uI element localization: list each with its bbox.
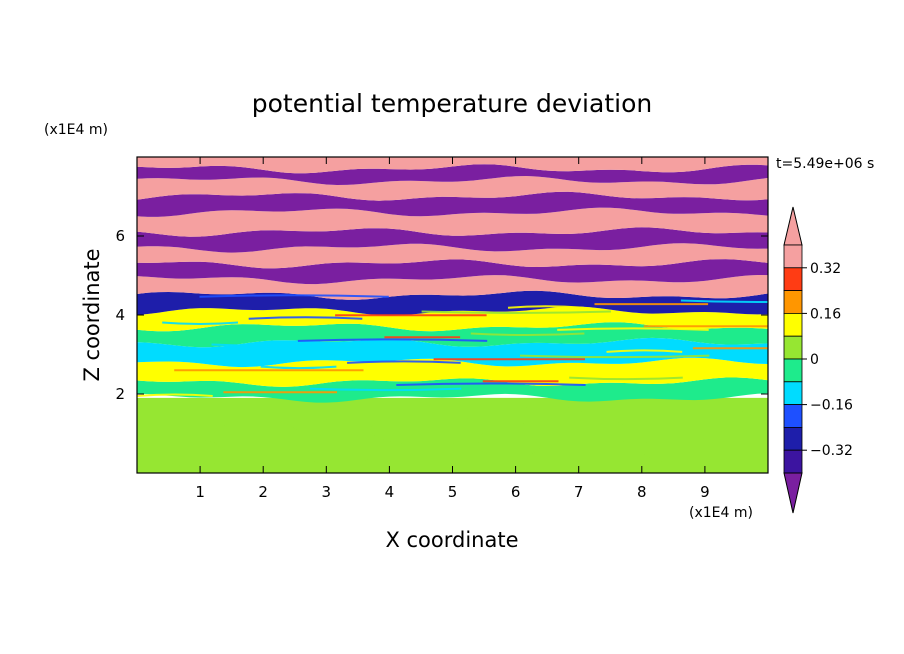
- colorbar-tick-label: 0: [810, 352, 819, 368]
- contour-band: [137, 157, 768, 174]
- contour-patch: [477, 433, 541, 458]
- contour-streak: [347, 360, 461, 364]
- contour-streak: [162, 321, 239, 325]
- contour-band: [137, 243, 768, 269]
- contour-streak: [569, 376, 683, 381]
- x-tick-label: 4: [385, 483, 395, 501]
- contour-patch: [370, 413, 485, 446]
- contour-band: [137, 176, 768, 201]
- colorbar-segment: [783, 290, 803, 314]
- contour-streak: [309, 387, 462, 392]
- contour-band: [137, 207, 768, 237]
- contour-band: [137, 191, 768, 217]
- contour-streak: [519, 354, 710, 359]
- contour-streak: [655, 371, 768, 375]
- contour-band: [137, 275, 768, 300]
- colorbar-segment: [783, 449, 803, 474]
- contour-streak: [557, 327, 709, 331]
- contour-patch: [704, 409, 756, 434]
- y-unit-label: (x1E4 m): [44, 122, 108, 138]
- contour-patch: [162, 439, 226, 468]
- x-tick-label: 3: [322, 483, 332, 501]
- x-tick-label: 5: [448, 483, 458, 501]
- colorbar-tick-label: 0.16: [810, 306, 841, 322]
- x-axis-label: X coordinate: [385, 528, 518, 552]
- colorbar-segment: [783, 358, 803, 383]
- colorbar-segment: [783, 312, 803, 337]
- contour-band: [137, 259, 768, 285]
- x-tick-label: 7: [574, 483, 584, 501]
- contour-band: [137, 306, 768, 332]
- y-tick-label: 2: [115, 385, 125, 403]
- contour-band: [137, 227, 768, 253]
- contour-patch: [301, 433, 377, 466]
- colorbar-extend-low: [783, 472, 803, 514]
- time-label: t=5.49e+06 s: [776, 156, 874, 172]
- chart-title: potential temperature deviation: [252, 89, 652, 118]
- contour-streak: [507, 305, 584, 309]
- y-tick-label: 6: [115, 227, 125, 245]
- contour-band: [137, 290, 768, 316]
- contour-band: [137, 377, 768, 403]
- contour-streak: [680, 299, 768, 303]
- x-unit-label: (x1E4 m): [689, 505, 753, 521]
- contour-patch: [269, 403, 333, 424]
- contour-streak: [606, 349, 683, 353]
- contour-streak: [396, 382, 586, 386]
- colorbar-tick-label: −0.16: [810, 398, 853, 414]
- contour-band: [137, 164, 768, 185]
- contour-streak: [297, 338, 488, 342]
- contour-streak: [211, 343, 363, 347]
- contour-streak: [199, 294, 389, 298]
- colorbar-segment: [783, 267, 803, 291]
- contour-streak: [260, 365, 337, 370]
- x-tick-label: 9: [700, 483, 710, 501]
- contour-streak: [421, 310, 611, 314]
- y-axis-label: Z coordinate: [80, 248, 104, 381]
- x-tick-label: 2: [258, 483, 268, 501]
- colorbar-segment: [783, 381, 803, 405]
- colorbar-segment: [783, 404, 803, 428]
- x-tick-label: 8: [637, 483, 647, 501]
- colorbar-segment: [783, 335, 803, 360]
- x-tick-label: 1: [195, 483, 205, 501]
- colorbar-tick-label: −0.32: [810, 443, 853, 459]
- colorbar-segment: [783, 426, 803, 451]
- contour-patch: [212, 419, 302, 456]
- plot-area: [137, 157, 768, 473]
- y-tick-label: 4: [115, 306, 125, 324]
- colorbar-segment: [783, 244, 803, 269]
- x-tick-label: 6: [511, 483, 521, 501]
- colorbar-tick-label: 0.32: [810, 261, 841, 277]
- colorbar: 0.32 0.16 0 −0.16 −0.32: [783, 206, 853, 514]
- contour-patch: [641, 435, 718, 464]
- contour-streak: [470, 332, 585, 336]
- contour-streak: [248, 316, 363, 320]
- contour-patch: [509, 405, 586, 426]
- contour-streak: [137, 393, 213, 397]
- colorbar-extend-high: [783, 206, 803, 246]
